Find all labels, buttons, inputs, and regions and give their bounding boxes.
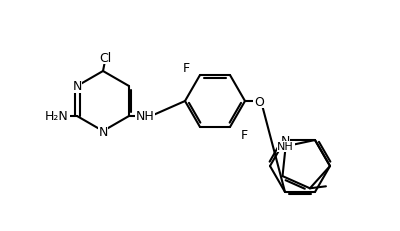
Text: NH: NH bbox=[277, 142, 294, 152]
Text: H₂N: H₂N bbox=[45, 110, 69, 123]
Text: N: N bbox=[72, 80, 82, 93]
Text: Cl: Cl bbox=[99, 51, 111, 64]
Text: N: N bbox=[98, 125, 108, 138]
Text: F: F bbox=[182, 61, 190, 74]
Text: F: F bbox=[240, 129, 248, 142]
Text: O: O bbox=[254, 95, 264, 108]
Text: NH: NH bbox=[136, 110, 154, 123]
Text: N: N bbox=[280, 134, 290, 147]
